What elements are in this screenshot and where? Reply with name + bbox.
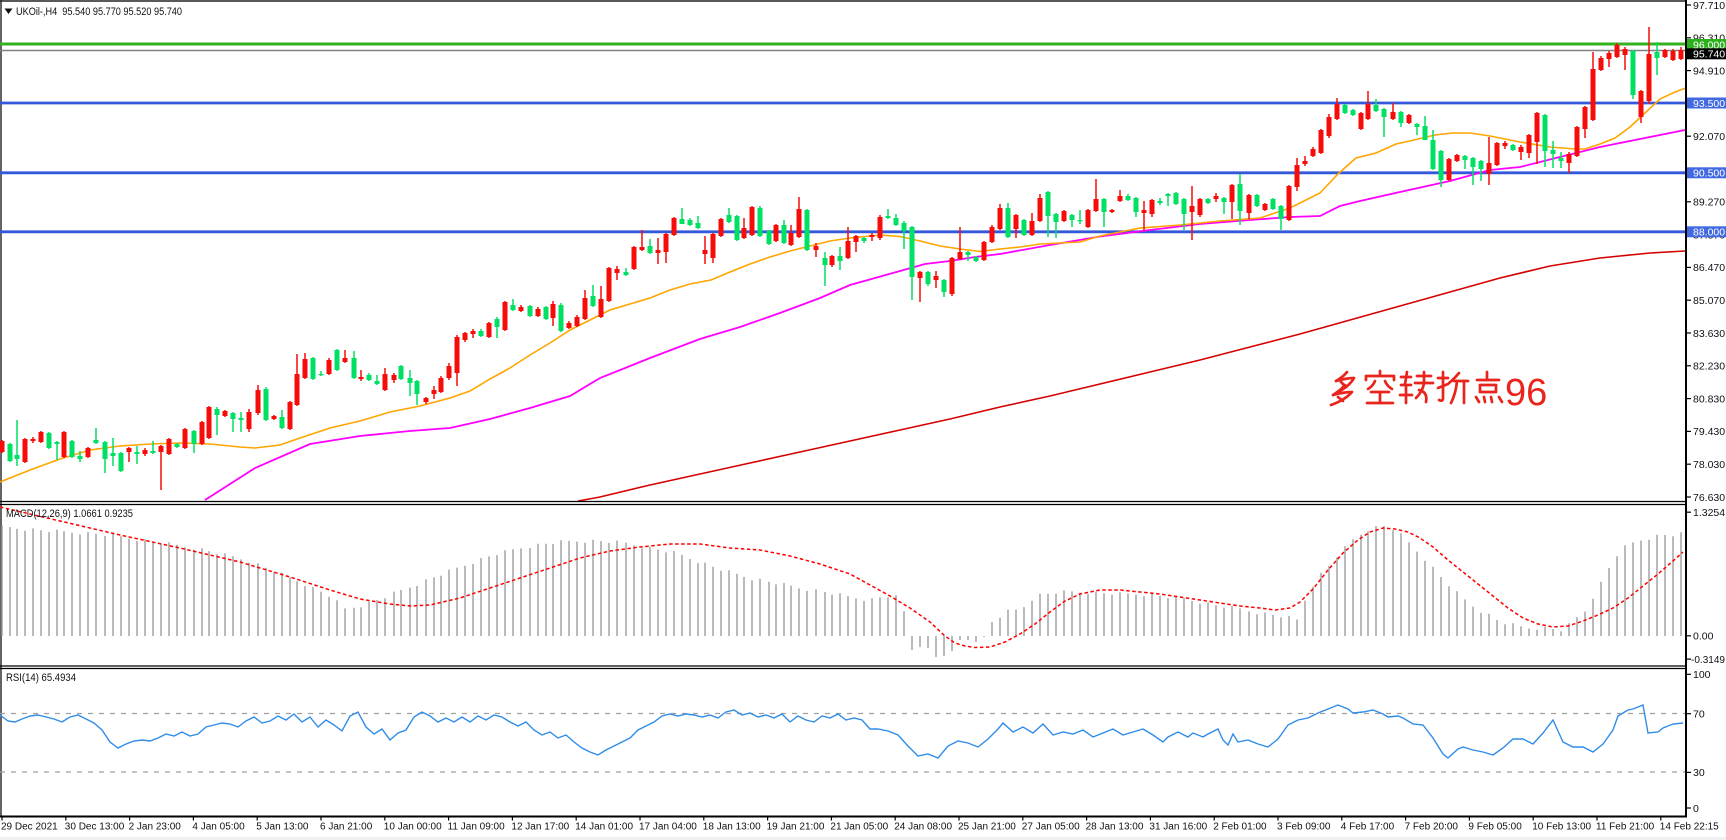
svg-text:7 Feb 20:00: 7 Feb 20:00 — [1405, 822, 1459, 833]
svg-text:2 Jan 23:00: 2 Jan 23:00 — [129, 822, 182, 833]
svg-text:83.630: 83.630 — [1693, 328, 1725, 340]
svg-text:9 Feb 05:00: 9 Feb 05:00 — [1468, 822, 1522, 833]
svg-text:95.740: 95.740 — [1693, 49, 1725, 61]
svg-text:70: 70 — [1693, 709, 1705, 721]
svg-text:6 Jan 21:00: 6 Jan 21:00 — [320, 822, 373, 833]
svg-text:100: 100 — [1693, 669, 1711, 681]
svg-text:-0.3149: -0.3149 — [1691, 654, 1725, 666]
svg-text:86.470: 86.470 — [1693, 262, 1725, 274]
svg-text:80.830: 80.830 — [1693, 393, 1725, 405]
svg-text:92.070: 92.070 — [1693, 131, 1725, 143]
svg-text:24 Jan 08:00: 24 Jan 08:00 — [894, 822, 952, 833]
svg-text:14 Feb 22:15: 14 Feb 22:15 — [1660, 822, 1719, 833]
svg-text:21 Jan 05:00: 21 Jan 05:00 — [830, 822, 888, 833]
svg-text:0: 0 — [1693, 803, 1699, 815]
svg-text:18 Jan 13:00: 18 Jan 13:00 — [703, 822, 761, 833]
svg-text:MACD(12,26,9) 1.0661 0.9235: MACD(12,26,9) 1.0661 0.9235 — [6, 508, 133, 520]
svg-text:1.3254: 1.3254 — [1693, 507, 1725, 519]
svg-text:14 Jan 01:00: 14 Jan 01:00 — [575, 822, 633, 833]
svg-text:76.630: 76.630 — [1693, 492, 1725, 504]
svg-text:19 Jan 21:00: 19 Jan 21:00 — [767, 822, 825, 833]
svg-text:93.500: 93.500 — [1693, 98, 1725, 110]
svg-text:17 Jan 04:00: 17 Jan 04:00 — [639, 822, 697, 833]
svg-text:11 Jan 09:00: 11 Jan 09:00 — [448, 822, 506, 833]
svg-text:25 Jan 21:00: 25 Jan 21:00 — [958, 822, 1016, 833]
svg-text:82.230: 82.230 — [1693, 361, 1725, 373]
svg-text:30 Dec 13:00: 30 Dec 13:00 — [65, 822, 125, 833]
svg-text:94.910: 94.910 — [1693, 65, 1725, 77]
svg-text:4 Feb 17:00: 4 Feb 17:00 — [1341, 822, 1395, 833]
svg-text:78.030: 78.030 — [1693, 459, 1725, 471]
svg-text:0.00: 0.00 — [1693, 631, 1714, 643]
svg-text:4 Jan 05:00: 4 Jan 05:00 — [192, 822, 245, 833]
svg-text:29 Dec 2021: 29 Dec 2021 — [1, 822, 58, 833]
svg-text:5 Jan 13:00: 5 Jan 13:00 — [256, 822, 309, 833]
svg-text:85.070: 85.070 — [1693, 295, 1725, 307]
svg-text:28 Jan 13:00: 28 Jan 13:00 — [1086, 822, 1144, 833]
svg-text:88.000: 88.000 — [1693, 227, 1725, 239]
svg-text:97.710: 97.710 — [1693, 0, 1725, 12]
svg-text:96: 96 — [1505, 372, 1547, 414]
svg-text:90.500: 90.500 — [1693, 168, 1725, 180]
svg-text:89.270: 89.270 — [1693, 197, 1725, 209]
svg-text:31 Jan 16:00: 31 Jan 16:00 — [1149, 822, 1207, 833]
svg-text:10 Feb 13:00: 10 Feb 13:00 — [1532, 822, 1591, 833]
svg-text:12 Jan 17:00: 12 Jan 17:00 — [511, 822, 569, 833]
svg-text:3 Feb 09:00: 3 Feb 09:00 — [1277, 822, 1331, 833]
svg-text:79.430: 79.430 — [1693, 426, 1725, 438]
svg-text:11 Feb 21:00: 11 Feb 21:00 — [1596, 822, 1655, 833]
svg-text:30: 30 — [1693, 767, 1705, 779]
svg-text:UKOil-,H4 95.540 95.770 95.52: UKOil-,H4 95.540 95.770 95.520 95.740 — [16, 6, 182, 18]
svg-text:10 Jan 00:00: 10 Jan 00:00 — [384, 822, 442, 833]
svg-text:2 Feb 01:00: 2 Feb 01:00 — [1213, 822, 1267, 833]
svg-text:27 Jan 05:00: 27 Jan 05:00 — [1022, 822, 1080, 833]
svg-text:RSI(14) 65.4934: RSI(14) 65.4934 — [6, 672, 76, 684]
